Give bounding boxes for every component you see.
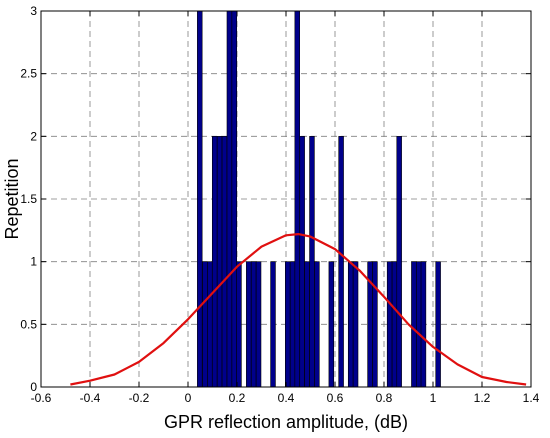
histogram-bar-31 [420, 261, 427, 388]
y-axis-label: Repetition [2, 158, 22, 239]
histogram-bar-17 [304, 261, 310, 388]
histogram-bar-8 [236, 261, 242, 388]
histogram-bar-6 [226, 10, 233, 388]
histogram-bar-21 [338, 136, 344, 388]
y-tick-label-2: 1 [30, 255, 37, 269]
histogram-bar-19 [314, 261, 320, 388]
x-tick-label-7: 0.8 [376, 391, 393, 405]
histogram-bar-4 [216, 136, 223, 388]
histogram-bar-25 [372, 261, 378, 388]
histogram-bar-27 [391, 261, 398, 388]
y-tick-label-3: 1.5 [20, 192, 37, 206]
x-tick-label-3: 0 [185, 391, 192, 405]
histogram-bar-16 [299, 136, 305, 388]
y-tick-label-6: 3 [30, 4, 37, 18]
histogram-bar-1 [202, 261, 208, 388]
histogram-bar-2 [207, 261, 213, 388]
x-tick-label-6: 0.6 [327, 391, 344, 405]
histogram-bar-10 [250, 261, 257, 388]
histogram-bar-30 [416, 261, 422, 388]
histogram-bar-13 [285, 261, 291, 388]
histogram-bar-11 [255, 261, 262, 388]
fit-curve-0 [70, 233, 527, 386]
x-tick-label-1: -0.4 [80, 391, 101, 405]
histogram-bar-7 [231, 10, 238, 388]
y-tick-label-0: 0 [30, 380, 37, 394]
histogram-bar-15 [294, 10, 300, 388]
x-tick-label-10: 1.4 [523, 391, 540, 405]
histogram-bar-22 [347, 261, 354, 388]
histogram-bar-18 [309, 136, 315, 388]
x-tick-label-9: 1.2 [474, 391, 491, 405]
histogram-bar-32 [435, 261, 441, 388]
x-axis-label: GPR reflection amplitude, (dB) [164, 412, 408, 432]
y-tick-label-1: 0.5 [20, 317, 37, 331]
histogram-bar-28 [396, 136, 402, 388]
histogram-bar-5 [221, 136, 228, 388]
histogram-bar-14 [289, 261, 296, 388]
fit-curves [70, 233, 527, 386]
x-tick-label-8: 1 [430, 391, 437, 405]
x-tick-label-0: -0.6 [31, 391, 52, 405]
x-tick-label-4: 0.2 [229, 391, 246, 405]
histogram-bar-29 [411, 261, 417, 388]
y-tick-label-4: 2 [30, 129, 37, 143]
x-tick-label-5: 0.4 [278, 391, 295, 405]
x-tick-label-2: -0.2 [129, 391, 150, 405]
histogram-bar-3 [211, 136, 218, 388]
histogram-bar-20 [328, 261, 335, 388]
histogram-bar-23 [352, 261, 359, 388]
histogram-bar-0 [197, 10, 203, 388]
y-tick-label-5: 2.5 [20, 67, 37, 81]
histogram-bar-9 [246, 261, 252, 388]
axis-ticks: -0.6 -0.4 -0.2 0 0.2 0.4 0.6 0.8 1 1.2 1.4 0 0.5 1 1.5… [20, 4, 539, 405]
histogram-bar-12 [270, 261, 276, 388]
histogram-bar-26 [386, 261, 393, 388]
